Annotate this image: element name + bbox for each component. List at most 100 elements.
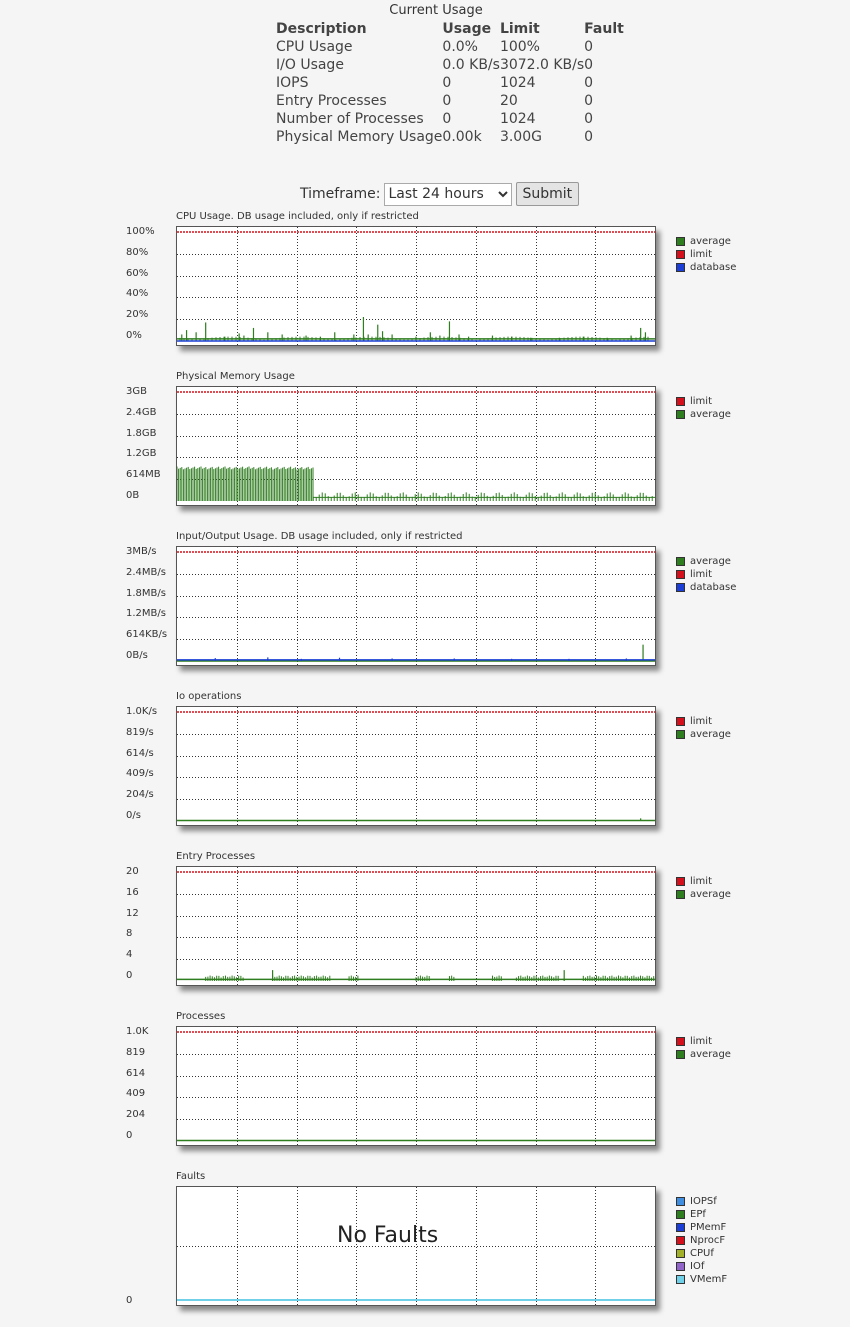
y-tick-label: 409/s	[126, 768, 154, 780]
y-tick-label: 0/s	[126, 810, 141, 821]
chart-legend-cpu: average limit database	[676, 235, 736, 274]
usage-cell-fault: 0	[584, 129, 594, 145]
legend-label: average	[690, 236, 731, 247]
y-tick-label: 1.2MB/s	[126, 608, 166, 620]
legend-item: average	[676, 728, 731, 741]
legend-swatch	[676, 237, 685, 246]
legend-item: limit	[676, 568, 736, 581]
legend-swatch	[676, 1210, 685, 1219]
usage-cell-usage: 0	[442, 111, 452, 127]
current-usage-title: Current Usage	[389, 3, 483, 18]
y-tick-label: 614	[126, 1067, 146, 1079]
y-tick-label: 204/s	[126, 789, 154, 801]
usage-cell-usage: 0.0 KB/s	[442, 57, 500, 73]
legend-swatch	[676, 557, 685, 566]
timeframe-form: Timeframe: Last 24 hours Submit	[300, 182, 580, 206]
legend-swatch	[676, 570, 685, 579]
legend-item: NprocF	[676, 1234, 727, 1247]
y-tick-label: 0B	[126, 490, 140, 501]
legend-label: average	[690, 556, 731, 567]
y-tick-label: 614/s	[126, 747, 154, 759]
legend-label: limit	[690, 876, 712, 887]
y-tick-label: 2.4GB	[126, 406, 157, 418]
series-average-segment	[272, 975, 331, 981]
chart-legend-iops: limit average	[676, 715, 731, 741]
usage-cell-limit: 1024	[499, 111, 536, 127]
usage-cell-fault: 0	[584, 93, 594, 109]
series-average-segment	[348, 975, 359, 981]
usage-row-io-usage: I/O Usage 0.0 KB/s 3072.0 KB/s 0	[276, 56, 624, 74]
chart-plot-memory	[176, 386, 656, 506]
timeframe-select[interactable]: Last 24 hours	[383, 182, 512, 206]
legend-swatch	[676, 1037, 685, 1046]
series-average-segment	[515, 975, 559, 981]
header-usage: Usage	[442, 21, 492, 37]
legend-item: IOPSf	[676, 1195, 727, 1208]
series-average-segment	[205, 975, 244, 981]
usage-cell-fault: 0	[584, 39, 594, 55]
usage-cell-fault: 0	[584, 57, 594, 73]
chart-title-memory: Physical Memory Usage	[176, 371, 295, 382]
chart-title-cpu: CPU Usage. DB usage included, only if re…	[176, 211, 419, 222]
legend-item: limit	[676, 875, 731, 888]
legend-item: VMemF	[676, 1273, 727, 1286]
y-tick-label: 0	[126, 1130, 133, 1141]
y-tick-label: 1.8MB/s	[126, 587, 166, 599]
y-tick-label: 614MB	[126, 469, 161, 481]
usage-cell-limit: 3072.0 KB/s	[499, 57, 585, 73]
current-usage-table: Description Usage Limit Fault CPU Usage 0…	[276, 20, 624, 146]
y-tick-label: 1.0K/s	[126, 706, 158, 717]
legend-swatch	[676, 1249, 685, 1258]
legend-label: limit	[690, 716, 712, 727]
table-header-row: Description Usage Limit Fault	[276, 20, 624, 38]
usage-cell-limit: 3.00G	[499, 129, 542, 145]
y-tick-label: 20%	[126, 309, 149, 321]
usage-row-cpu-usage: CPU Usage 0.0% 100% 0	[276, 38, 624, 56]
y-tick-label: 8	[126, 928, 133, 940]
series-average-high-block	[177, 466, 314, 501]
legend-item: average	[676, 1048, 731, 1061]
legend-swatch	[676, 1262, 685, 1271]
legend-label: IOPSf	[690, 1196, 717, 1207]
usage-cell-description: Entry Processes	[276, 93, 387, 109]
y-tick-label: 0	[126, 1295, 133, 1306]
y-tick-label: 2.4MB/s	[126, 566, 166, 578]
legend-item: PMemF	[676, 1221, 727, 1234]
legend-label: limit	[690, 396, 712, 407]
chart-legend-io: average limit database	[676, 555, 736, 594]
legend-swatch	[676, 890, 685, 899]
y-tick-label: 1.0K	[126, 1026, 149, 1037]
y-tick-label: 1.8GB	[126, 427, 157, 439]
legend-label: average	[690, 729, 731, 740]
legend-swatch	[676, 1223, 685, 1232]
series-average-segment	[415, 975, 430, 981]
chart-plot-faults: No Faults	[176, 1186, 656, 1306]
timeframe-label: Timeframe:	[300, 186, 381, 202]
legend-item: database	[676, 261, 736, 274]
y-tick-label: 0%	[126, 330, 142, 341]
legend-swatch	[676, 263, 685, 272]
y-tick-label: 60%	[126, 267, 149, 279]
series-average-segment	[582, 975, 655, 981]
legend-item: limit	[676, 715, 731, 728]
legend-label: PMemF	[690, 1222, 727, 1233]
chart-svg-cpu	[177, 227, 655, 345]
legend-label: database	[690, 262, 737, 273]
chart-svg-faults	[177, 1187, 655, 1305]
legend-item: database	[676, 581, 736, 594]
legend-item: CPUf	[676, 1247, 727, 1260]
usage-row-iops: IOPS 0 1024 0	[276, 74, 624, 92]
chart-plot-cpu	[176, 226, 656, 346]
legend-swatch	[676, 1050, 685, 1059]
legend-label: average	[690, 409, 731, 420]
y-tick-label: 100%	[126, 226, 155, 237]
legend-swatch	[676, 1197, 685, 1206]
series-average-segment	[491, 975, 502, 981]
y-tick-label: 819/s	[126, 726, 154, 738]
chart-svg-processes	[177, 1027, 655, 1145]
legend-swatch	[676, 397, 685, 406]
legend-item: limit	[676, 1035, 731, 1048]
legend-swatch	[676, 250, 685, 259]
submit-button[interactable]: Submit	[515, 182, 580, 206]
usage-cell-description: CPU Usage	[276, 39, 353, 55]
